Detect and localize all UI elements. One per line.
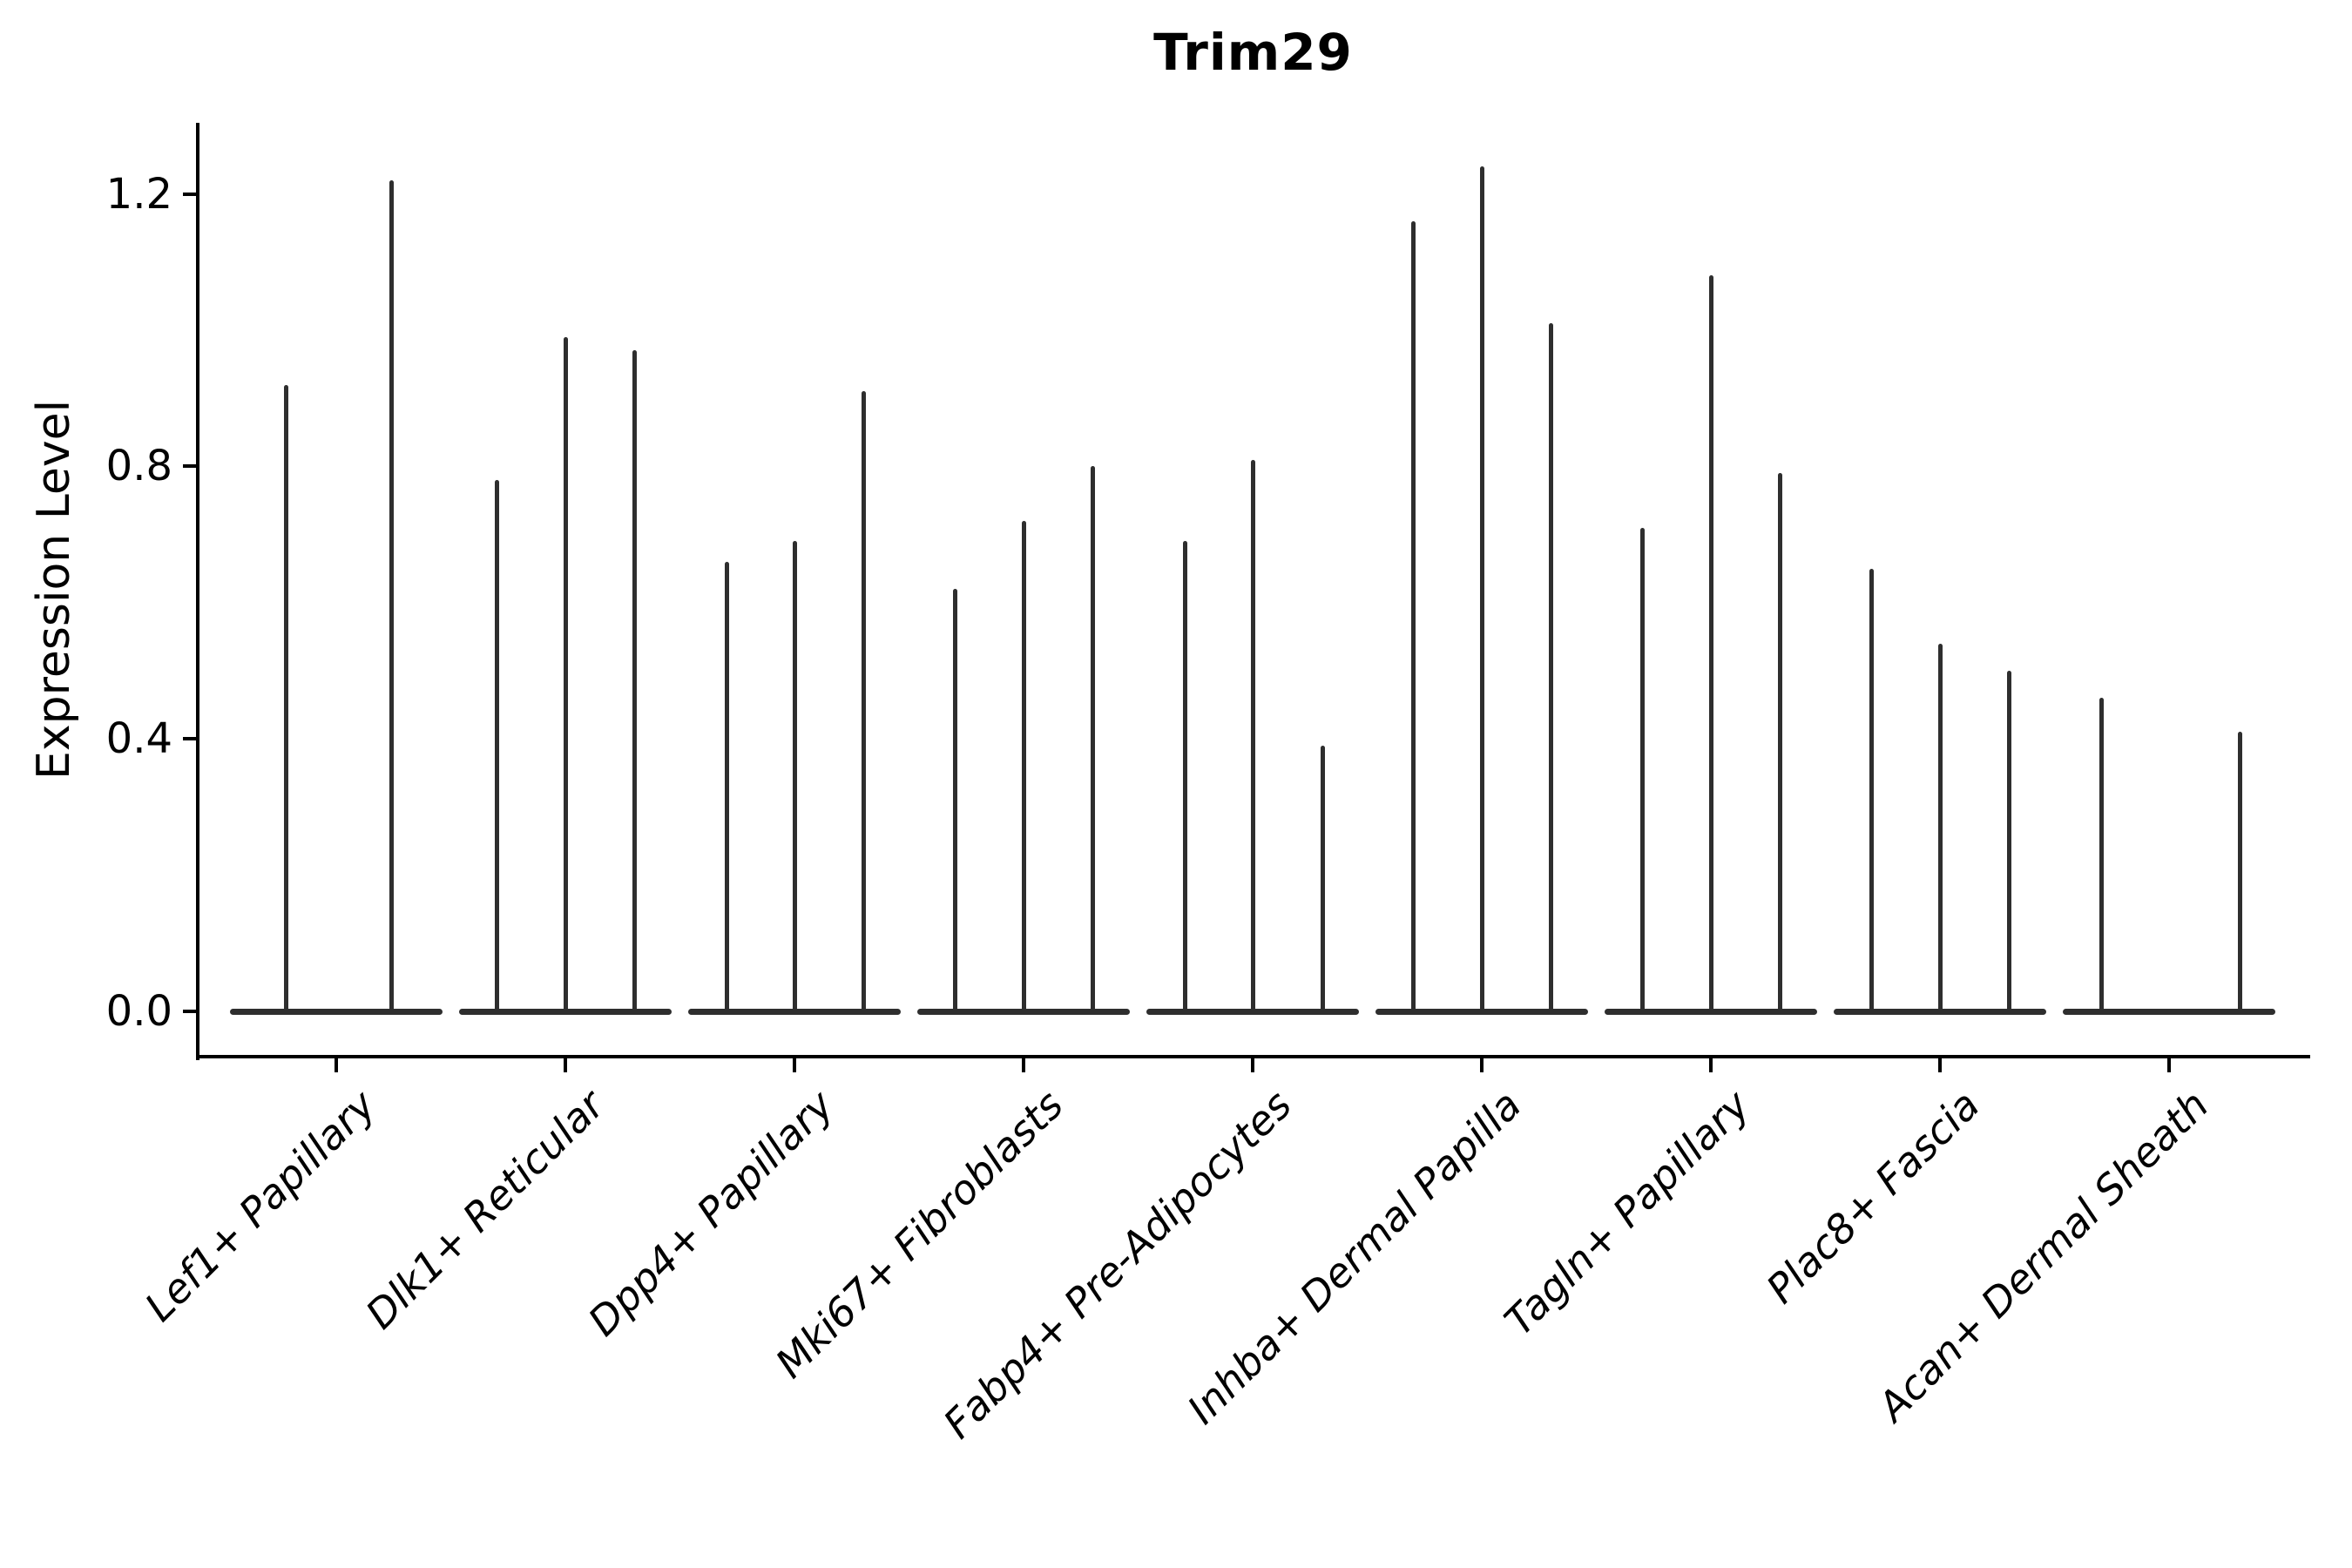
violin-spike xyxy=(2237,732,2242,1013)
x-tick-label: Plac8+ Fascia xyxy=(1756,1081,1989,1313)
x-tick-mark xyxy=(793,1058,796,1072)
y-tick-mark xyxy=(183,464,197,469)
violin-spike xyxy=(1410,220,1416,1013)
violin-spike xyxy=(792,541,797,1013)
violin-spike xyxy=(724,561,729,1013)
y-tick-mark xyxy=(183,1010,197,1013)
violin-spike xyxy=(1090,466,1095,1013)
x-tick-mark xyxy=(564,1058,567,1072)
x-tick-mark xyxy=(335,1058,338,1072)
violin-spike xyxy=(1250,459,1255,1013)
violin-base xyxy=(2063,1009,2275,1015)
x-tick-mark xyxy=(1480,1058,1484,1072)
violin-spike xyxy=(1869,568,1874,1013)
y-tick-mark xyxy=(183,737,197,741)
x-tick-mark xyxy=(1938,1058,1942,1072)
x-tick-mark xyxy=(2167,1058,2171,1072)
violin-spike xyxy=(1708,275,1713,1013)
x-tick-label: Lef1+ Papillary xyxy=(135,1081,385,1331)
chart-title: Trim29 xyxy=(1153,23,1353,82)
x-tick-label: Dpp4+ Papillary xyxy=(578,1081,843,1345)
violin-spike xyxy=(1548,323,1553,1013)
violin-spike xyxy=(563,336,568,1013)
y-tick-label: 0.0 xyxy=(105,987,172,1036)
y-tick-label: 0.4 xyxy=(105,714,172,764)
violin-spike xyxy=(283,384,288,1013)
violin-spike xyxy=(861,391,866,1013)
violin-spike xyxy=(1639,527,1645,1013)
x-tick-label: Dlk1+ Reticular xyxy=(356,1081,614,1338)
y-tick-label: 1.2 xyxy=(105,169,172,219)
y-tick-mark xyxy=(183,192,197,196)
violin-spike xyxy=(1479,166,1484,1013)
violin-base xyxy=(230,1009,443,1015)
violin-spike xyxy=(1937,643,1943,1013)
y-axis-spine xyxy=(196,123,199,1060)
violin-spike xyxy=(1777,473,1782,1013)
violin-spike xyxy=(1320,746,1325,1013)
violin-spike xyxy=(632,350,637,1013)
violin-spike xyxy=(1021,520,1026,1013)
x-tick-mark xyxy=(1022,1058,1025,1072)
x-tick-mark xyxy=(1709,1058,1713,1072)
violin-spike xyxy=(2099,698,2104,1013)
violin-spike xyxy=(2006,671,2011,1013)
violin-spike xyxy=(952,589,957,1013)
violin-spike xyxy=(389,179,394,1013)
y-tick-label: 0.8 xyxy=(105,442,172,491)
x-tick-mark xyxy=(1251,1058,1254,1072)
violin-spike xyxy=(1182,541,1187,1013)
x-tick-label: Tagln+ Papillary xyxy=(1496,1081,1760,1345)
violin-spike xyxy=(494,480,499,1013)
x-axis-spine xyxy=(196,1055,2310,1058)
